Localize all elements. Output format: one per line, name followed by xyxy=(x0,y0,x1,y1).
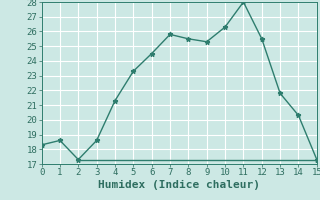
X-axis label: Humidex (Indice chaleur): Humidex (Indice chaleur) xyxy=(98,180,260,190)
